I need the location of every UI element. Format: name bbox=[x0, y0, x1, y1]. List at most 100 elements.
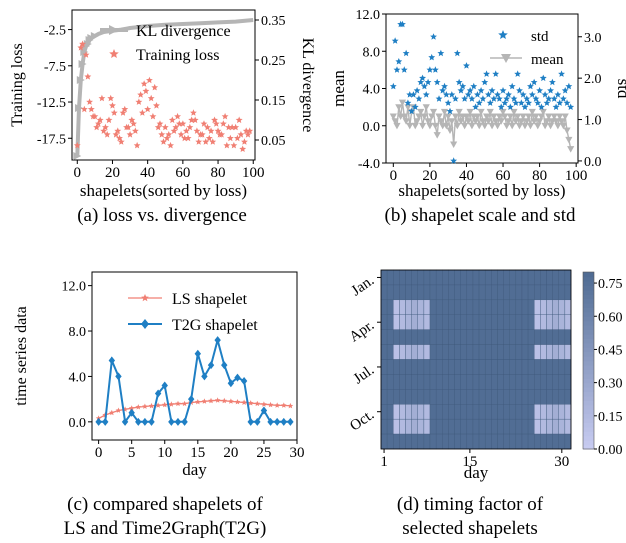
chart-c-ls-point bbox=[208, 397, 214, 404]
chart-a-x-tick-label: 60 bbox=[175, 165, 190, 181]
heatmap-cell bbox=[564, 299, 572, 315]
chart-a-loss-point bbox=[239, 145, 247, 152]
heatmap-cell bbox=[521, 329, 529, 345]
chart-c-left-tick-label: 8.0 bbox=[69, 325, 87, 340]
chart-b-mean-point bbox=[490, 113, 498, 121]
heatmap-cell bbox=[534, 284, 541, 301]
chart-a-loss-point bbox=[126, 131, 134, 138]
colorbar-segment bbox=[583, 373, 594, 379]
heatmap-cell bbox=[484, 284, 492, 301]
heatmap-cell bbox=[546, 269, 553, 286]
chart-b-std-point bbox=[419, 74, 426, 82]
chart-c-x-tick-label: 20 bbox=[223, 445, 238, 461]
heatmap-cell bbox=[399, 374, 406, 390]
heatmap-cell bbox=[423, 299, 431, 315]
heatmap-cell bbox=[393, 344, 400, 360]
chart-c-ls-point bbox=[155, 402, 161, 408]
chart-b-mean-point bbox=[546, 122, 555, 130]
chart-b-right-tick-label: 2.0 bbox=[584, 72, 602, 87]
chart-a-loss-point bbox=[225, 123, 232, 131]
chart-b-mean-point bbox=[446, 127, 454, 135]
heatmap-cell bbox=[411, 344, 418, 360]
chart-b-std-point bbox=[506, 103, 514, 110]
chart-b-std-point bbox=[497, 103, 505, 110]
chart-b-std-point bbox=[417, 78, 425, 86]
heatmap-cell bbox=[399, 269, 406, 286]
chart-b-std-point bbox=[389, 82, 397, 90]
heatmap-cell bbox=[466, 284, 474, 301]
chart-b-mean-point bbox=[567, 146, 575, 153]
heatmap-cell bbox=[521, 359, 529, 375]
heatmap-cell bbox=[546, 374, 553, 390]
chart-d-x-tick-label: 1 bbox=[380, 454, 388, 470]
chart-b-mean-point bbox=[477, 108, 485, 116]
colorbar-segment bbox=[583, 418, 594, 424]
chart-b-mean-point bbox=[493, 122, 502, 130]
heatmap-cell bbox=[527, 299, 535, 315]
chart-a-loss-point bbox=[96, 116, 104, 124]
heatmap-cell bbox=[386, 389, 394, 405]
heatmap-cell bbox=[435, 418, 443, 435]
chart-a-frame bbox=[71, 9, 256, 161]
heatmap-cell bbox=[399, 344, 406, 360]
heatmap-cell bbox=[552, 359, 559, 375]
heatmap-cell bbox=[527, 359, 535, 375]
chart-b-std-point bbox=[549, 78, 556, 86]
heatmap-cell bbox=[552, 418, 559, 435]
heatmap-cell bbox=[423, 269, 431, 286]
heatmap-cell bbox=[491, 389, 498, 405]
chart-b-std-point bbox=[442, 91, 450, 98]
heatmap-cell bbox=[503, 389, 510, 405]
heatmap-cell bbox=[429, 359, 437, 375]
chart-b-mean-point bbox=[464, 118, 472, 125]
heatmap-cell bbox=[546, 299, 553, 315]
chart-b-std-point bbox=[558, 70, 565, 77]
heatmap-cell bbox=[503, 299, 510, 315]
chart-c-t2g-point bbox=[108, 356, 116, 365]
heatmap-cell bbox=[491, 284, 498, 301]
heatmap-cell bbox=[552, 284, 559, 301]
heatmap-cell bbox=[515, 344, 523, 360]
colorbar-segment bbox=[583, 276, 594, 282]
heatmap-cell bbox=[405, 344, 412, 360]
heatmap-cell bbox=[478, 269, 486, 286]
chart-c-t2g-point bbox=[174, 417, 182, 426]
chart-c-ls-point bbox=[181, 400, 188, 407]
heatmap-cell bbox=[429, 299, 437, 315]
chart-b-std-point bbox=[399, 20, 406, 28]
heatmap-cell bbox=[540, 284, 547, 301]
heatmap-cell bbox=[442, 359, 449, 375]
heatmap-cell bbox=[380, 284, 388, 301]
heatmap-cell bbox=[540, 269, 547, 286]
heatmap-cell bbox=[454, 344, 461, 360]
heatmap-cell bbox=[448, 314, 455, 330]
heatmap-cell bbox=[386, 329, 394, 345]
chart-a-loss-point bbox=[82, 51, 90, 58]
colorbar-segment bbox=[583, 325, 594, 331]
chart-d-y-tick-label: Oct. bbox=[347, 407, 377, 435]
chart-b-mean-point bbox=[433, 132, 441, 139]
chart-c-legend-t2g-label: T2G shapelet bbox=[172, 317, 258, 334]
chart-b-mean-point bbox=[508, 122, 516, 130]
chart-a-loss-point bbox=[147, 94, 155, 102]
chart-c-ls-point bbox=[247, 400, 254, 406]
colorbar-tick-label: 0.00 bbox=[598, 443, 623, 458]
chart-b-mean-point bbox=[393, 122, 401, 130]
heatmap-cell bbox=[558, 374, 566, 390]
heatmap-cell bbox=[503, 359, 510, 375]
caption-c-line1: (c) compared shapelets of bbox=[67, 494, 263, 515]
heatmap-cell bbox=[429, 404, 437, 420]
heatmap-cell bbox=[478, 374, 486, 390]
chart-b-std-point bbox=[393, 66, 401, 73]
heatmap-cell bbox=[540, 299, 547, 315]
chart-c-ls-point bbox=[287, 402, 294, 409]
chart-a-loss-point bbox=[244, 131, 252, 138]
heatmap-cell bbox=[448, 269, 455, 286]
chart-a-loss-point bbox=[181, 134, 188, 142]
chart-a-loss-point bbox=[241, 138, 248, 145]
chart-c-t2g-point bbox=[227, 379, 235, 388]
chart-a-left-tick-label: -2.5 bbox=[44, 24, 66, 39]
caption-c-line2: LS and Time2Graph(T2G) bbox=[63, 518, 267, 539]
chart-d-x-tick-label: 30 bbox=[554, 454, 569, 470]
heatmap-cell bbox=[564, 284, 572, 301]
